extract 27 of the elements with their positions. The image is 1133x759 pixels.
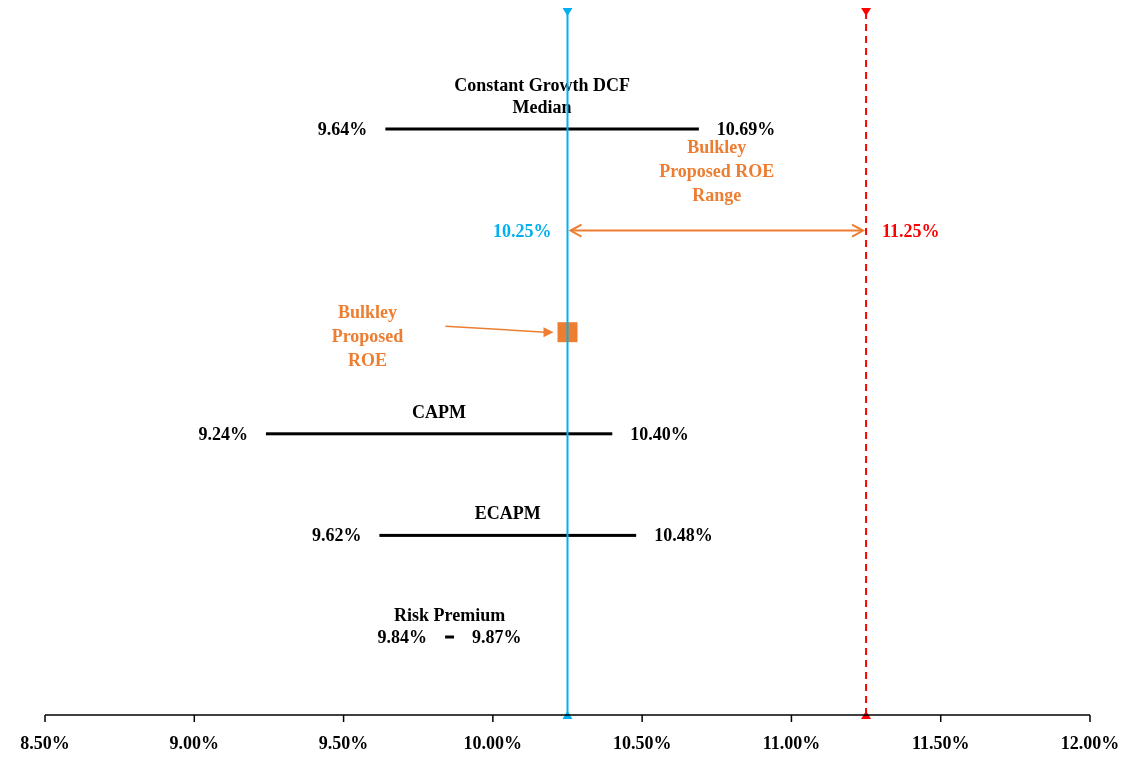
- x-tick-label: 10.50%: [612, 733, 672, 753]
- annotation: 10.48%: [654, 525, 713, 546]
- y-tick-label: CAPM: [412, 401, 467, 422]
- ref-line-label: 10.25%: [493, 220, 552, 241]
- x-tick-label: 9.50%: [318, 733, 369, 753]
- annotation: Bulkley Proposed ROE Range: [659, 136, 775, 205]
- x-tick-label: 9.00%: [169, 733, 220, 753]
- annotation: 9.24%: [198, 423, 248, 444]
- annotation: 10.40%: [630, 423, 689, 444]
- x-tick-label: 11.50%: [911, 733, 970, 753]
- ref-line-label: 11.25%: [882, 220, 940, 241]
- bar: [445, 635, 455, 639]
- y-tick-label: ECAPM: [474, 503, 541, 524]
- bar: [385, 127, 699, 131]
- bar: [379, 533, 637, 537]
- annotation: 9.64%: [317, 119, 368, 139]
- x-tick-label: 8.50%: [20, 733, 70, 753]
- annotation: 10.69%: [716, 119, 776, 139]
- text: Bulkley Proposed ROE: [331, 302, 404, 371]
- x-tick-label: 10.00%: [463, 733, 523, 753]
- y-tick-label: Risk Premium: [393, 605, 506, 625]
- annotation: 9.87%: [472, 627, 522, 647]
- bar: [265, 432, 613, 436]
- x-tick-label: 11.00%: [762, 733, 821, 753]
- annotation: 9.84%: [377, 627, 428, 647]
- x-tick-label: 12.00%: [1060, 733, 1120, 753]
- annotation: 9.62%: [311, 525, 362, 546]
